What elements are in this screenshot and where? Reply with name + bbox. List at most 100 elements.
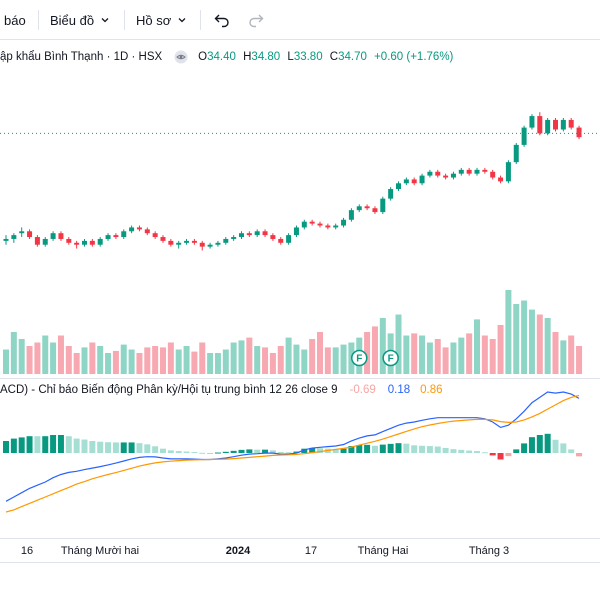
histogram-bar: [144, 444, 151, 453]
volume-bar: [309, 339, 316, 374]
time-tick: Tháng Hai: [357, 545, 409, 557]
volume-bar: [560, 340, 567, 374]
volume-bar: [112, 350, 119, 374]
candle-body: [529, 116, 535, 128]
histogram-bar: [97, 441, 104, 453]
histogram-bar: [481, 452, 488, 454]
histogram-bar: [65, 436, 72, 453]
histogram-bar: [560, 443, 567, 453]
volume-bar: [317, 332, 323, 374]
chart-menu[interactable]: Biểu đồ: [50, 0, 110, 40]
symbol-legend: ập khẩu Bình Thạnh · 1D · HSX O34.40 H34…: [0, 48, 453, 66]
histogram-bar: [42, 436, 49, 453]
histogram-bar: [317, 448, 323, 453]
volume-bar: [254, 346, 261, 374]
pane-separator[interactable]: [0, 378, 600, 379]
histogram-bar: [466, 450, 473, 453]
candle-body: [419, 175, 425, 184]
volume-bar: [26, 346, 33, 374]
candle-body: [50, 233, 56, 239]
indicator-title[interactable]: ACD) - Chỉ báo Biến động Phân kỳ/Hội tụ …: [0, 384, 338, 396]
histogram-bar: [489, 453, 496, 456]
histogram-bar: [576, 453, 583, 457]
candle-body: [144, 229, 150, 234]
chevron-down-icon: [101, 18, 109, 23]
redo-icon[interactable]: [246, 10, 266, 30]
histogram-bar: [371, 445, 378, 453]
histogram-bar: [18, 437, 25, 453]
signal-value: 0.86: [420, 384, 443, 396]
histogram-bar: [521, 443, 528, 453]
histogram-bar: [105, 442, 112, 453]
histogram-bar: [128, 442, 135, 453]
candle-body: [325, 225, 331, 228]
candle-body: [411, 179, 417, 184]
high-key: H: [243, 51, 252, 63]
volume-bar: [128, 349, 135, 374]
volume-bar: [65, 346, 72, 374]
time-axis[interactable]: 16 Tháng Mười hai 2024 17 Tháng Hai Thán…: [0, 538, 600, 562]
candle-body: [34, 237, 40, 245]
candle-body: [199, 242, 205, 247]
candle-body: [89, 240, 95, 245]
candle-body: [388, 189, 394, 199]
candlesticks: [3, 112, 582, 251]
candle-body: [152, 233, 158, 238]
undo-icon[interactable]: [212, 10, 232, 30]
event-flag-icon: [351, 349, 368, 367]
visibility-eye-icon[interactable]: [174, 50, 188, 64]
candle-body: [176, 242, 182, 245]
candle-body: [380, 198, 386, 213]
candle-body: [396, 183, 401, 190]
histogram-bar: [293, 451, 300, 453]
candle-body: [168, 240, 174, 245]
volume-bar: [411, 333, 418, 374]
volume-bar: [536, 314, 543, 374]
volume-bar: [340, 344, 347, 374]
volume-bar: [450, 342, 457, 374]
change-value: +0.60 (+1.76%): [374, 51, 454, 63]
candle-body: [129, 227, 135, 232]
volume-bar: [379, 318, 386, 374]
candle-body: [356, 206, 362, 211]
candle-body: [309, 221, 315, 224]
alerts-menu[interactable]: báo: [4, 0, 26, 40]
histogram-bar: [411, 445, 418, 453]
candle-body: [278, 238, 284, 243]
candle-body: [560, 119, 566, 130]
histogram-bar: [230, 450, 237, 453]
histogram-bar: [10, 438, 17, 453]
volume-bar: [50, 342, 57, 374]
volume-bar: [10, 332, 17, 374]
candle-body: [466, 169, 472, 174]
volume-bar: [419, 335, 426, 374]
symbol-title[interactable]: ập khẩu Bình Thạnh · 1D · HSX: [0, 51, 163, 63]
macd-line: [5, 391, 580, 502]
histogram-bar: [458, 449, 465, 453]
volume-bar: [238, 340, 245, 374]
histogram-bar: [552, 439, 559, 453]
histogram-bar: [238, 449, 245, 453]
histogram-value: -0.69: [349, 384, 376, 396]
histogram-bar: [395, 443, 402, 453]
time-tick: 16: [20, 545, 34, 557]
volume-bar: [89, 342, 96, 374]
volume-bar: [544, 318, 551, 374]
time-tick: 2024: [225, 545, 251, 557]
histogram-bar: [73, 438, 80, 453]
histogram-bar: [340, 448, 347, 453]
candle-body: [450, 173, 456, 178]
histogram-bar: [112, 442, 119, 453]
volume-bar: [364, 332, 371, 374]
candle-body: [474, 169, 480, 174]
time-tick: 17: [304, 545, 318, 557]
volume-bar: [136, 353, 143, 374]
event-flag-label: F: [356, 354, 362, 365]
profile-menu[interactable]: Hồ sơ: [136, 0, 187, 40]
volume-bar: [442, 347, 449, 374]
candle-body: [286, 235, 292, 243]
candle-body: [458, 169, 464, 174]
histogram-bar: [364, 444, 371, 453]
